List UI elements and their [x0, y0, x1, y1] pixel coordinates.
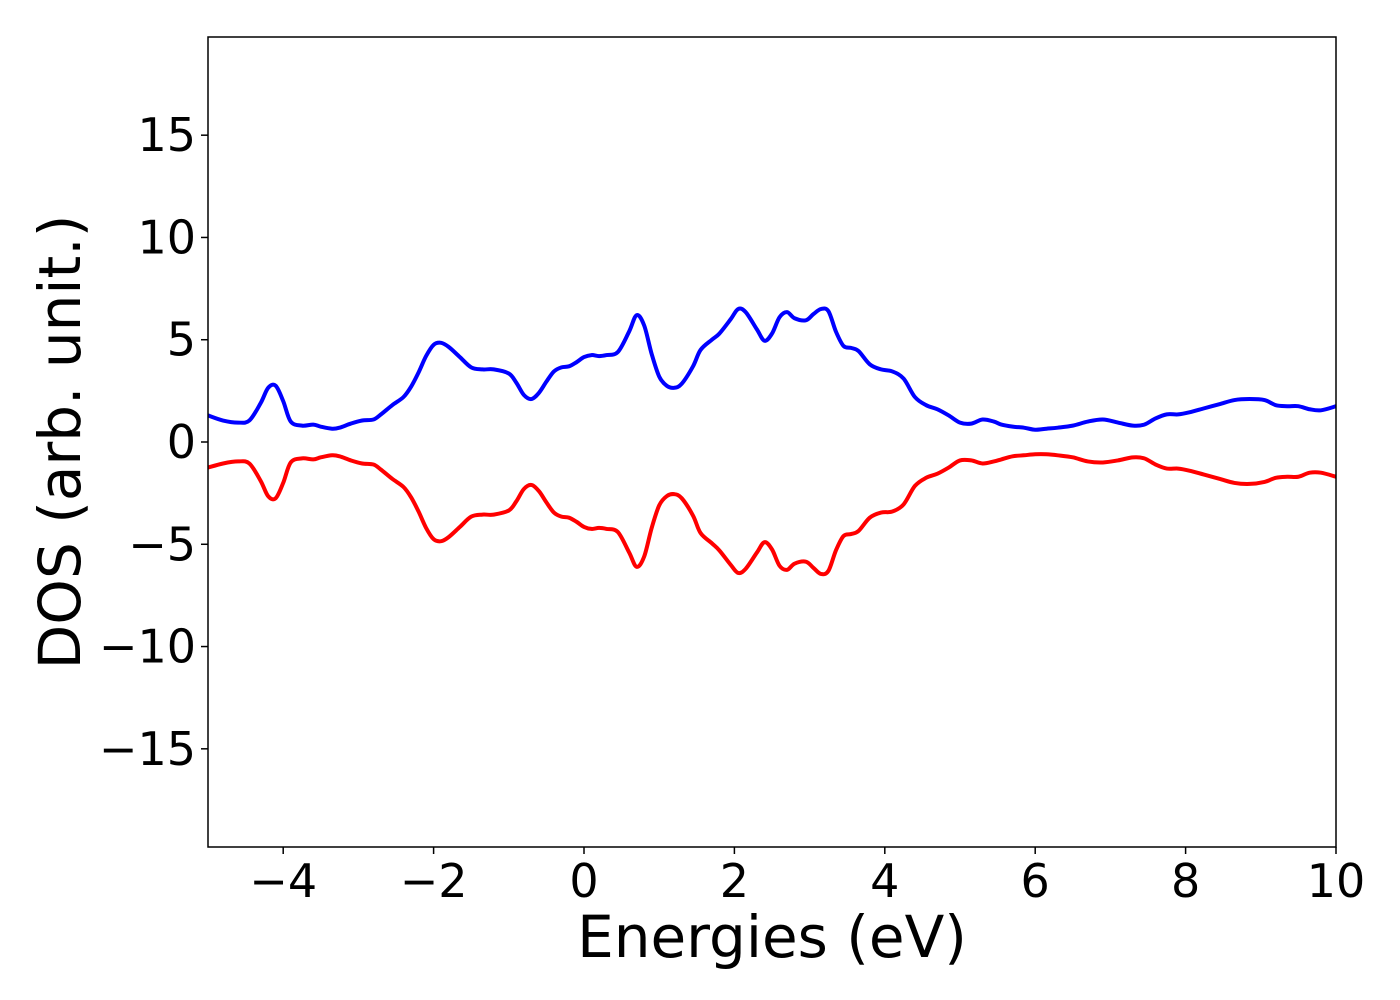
y-tick-label: −15 — [99, 722, 196, 776]
y-tick-label: 10 — [137, 210, 196, 264]
series-line-1 — [208, 306, 1336, 432]
x-tick-label: 0 — [569, 854, 598, 908]
y-tick-label: −10 — [99, 620, 196, 674]
x-tick-label: −4 — [249, 854, 317, 908]
x-tick-label: 6 — [1021, 854, 1050, 908]
y-tick-label: 15 — [137, 108, 196, 162]
x-axis-ticks: −4 −2 0 2 4 6 8 10 — [249, 847, 1365, 908]
y-axis-title: DOS (arb. unit.) — [26, 215, 94, 670]
plot-frame — [207, 36, 1337, 848]
y-tick-label: 5 — [167, 313, 196, 367]
x-tick-label: 2 — [720, 854, 749, 908]
plot-content — [208, 306, 1336, 577]
y-axis-ticks: −15 −10 −5 0 5 10 15 — [99, 108, 208, 776]
x-tick-label: 4 — [870, 854, 899, 908]
x-tick-label: −2 — [400, 854, 468, 908]
series-line-2 — [208, 452, 1336, 577]
y-tick-label: −5 — [128, 517, 196, 571]
y-tick-label: 0 — [167, 415, 196, 469]
x-tick-label: 8 — [1171, 854, 1200, 908]
x-tick-label: 10 — [1307, 854, 1366, 908]
x-axis-title: Energies (eV) — [577, 903, 967, 971]
